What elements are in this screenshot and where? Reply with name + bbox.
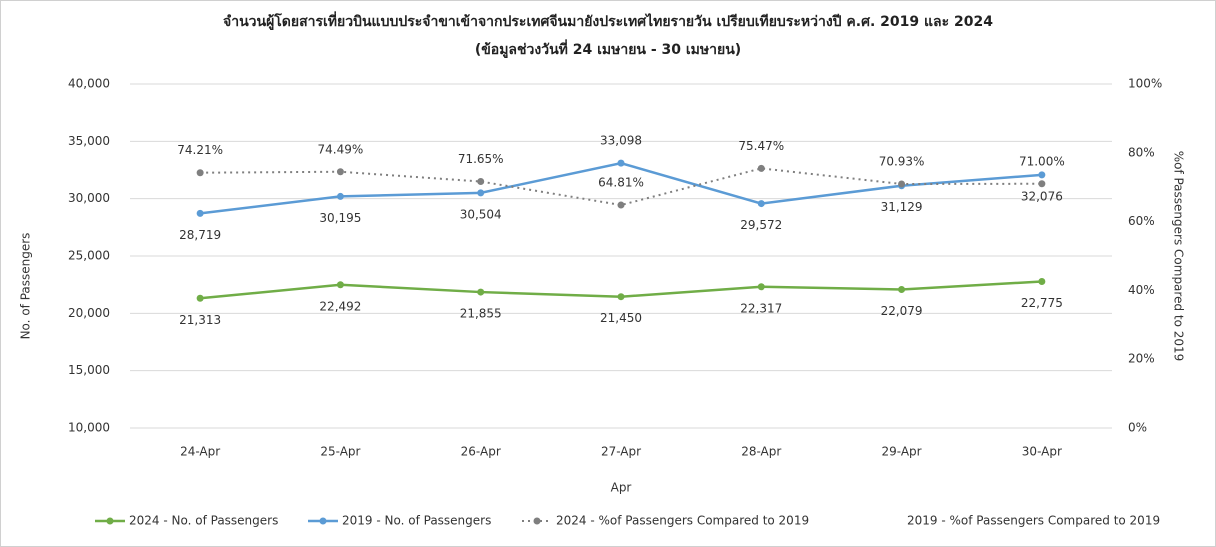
data-label: 21,855 bbox=[460, 307, 502, 321]
x-tick-label: 26-Apr bbox=[461, 445, 501, 459]
data-label: 22,775 bbox=[1021, 296, 1063, 310]
x-tick-label: 25-Apr bbox=[320, 445, 360, 459]
point-marker bbox=[1038, 278, 1046, 286]
point-marker bbox=[1038, 180, 1046, 188]
data-label: 75.47% bbox=[738, 139, 784, 153]
x-tick-label: 27-Apr bbox=[601, 445, 641, 459]
point-marker bbox=[196, 169, 204, 177]
data-label: 22,317 bbox=[740, 301, 782, 315]
point-marker bbox=[757, 283, 765, 291]
legend-label: 2024 - No. of Passengers bbox=[129, 514, 278, 528]
point-marker bbox=[477, 189, 485, 197]
point-marker bbox=[898, 285, 906, 293]
y-tick-label: 15,000 bbox=[68, 363, 110, 377]
y2-axis-label: %of Passengers Compared to 2019 bbox=[1172, 151, 1186, 362]
data-label: 64.81% bbox=[598, 176, 644, 190]
data-label: 29,572 bbox=[740, 218, 782, 232]
point-marker bbox=[196, 209, 204, 217]
chart-title: จำนวนผู้โดยสารเที่ยวบินแบบประจำขาเข้าจาก… bbox=[223, 11, 993, 30]
data-label: 22,492 bbox=[319, 299, 361, 313]
y-tick-label: 40,000 bbox=[68, 77, 110, 91]
chart-subtitle: (ข้อมูลช่วงวันที่ 24 เมษายน - 30 เมษายน) bbox=[475, 39, 741, 58]
y2-tick-label: 80% bbox=[1128, 145, 1155, 159]
legend-marker bbox=[319, 517, 327, 525]
data-label: 74.49% bbox=[318, 142, 364, 156]
point-marker bbox=[1038, 171, 1046, 179]
point-marker bbox=[757, 200, 765, 208]
legend-marker bbox=[106, 517, 114, 525]
point-marker bbox=[617, 159, 625, 167]
y-tick-label: 25,000 bbox=[68, 249, 110, 263]
point-marker bbox=[898, 180, 906, 188]
x-tick-label: 30-Apr bbox=[1022, 445, 1062, 459]
y-tick-label: 30,000 bbox=[68, 191, 110, 205]
y-axis-label: No. of Passengers bbox=[19, 233, 33, 340]
y2-tick-label: 60% bbox=[1128, 214, 1155, 228]
point-marker bbox=[336, 192, 344, 200]
data-label: 32,076 bbox=[1021, 189, 1063, 203]
point-marker bbox=[196, 294, 204, 302]
data-label: 71.00% bbox=[1019, 154, 1065, 168]
legend-label: 2019 - No. of Passengers bbox=[342, 514, 491, 528]
point-marker bbox=[617, 201, 625, 209]
y-tick-label: 20,000 bbox=[68, 306, 110, 320]
y-tick-label: 10,000 bbox=[68, 421, 110, 435]
point-marker bbox=[617, 293, 625, 301]
data-label: 71.65% bbox=[458, 152, 504, 166]
data-label: 31,129 bbox=[881, 200, 923, 214]
point-marker bbox=[477, 288, 485, 296]
data-label: 28,719 bbox=[179, 228, 221, 242]
x-axis-label: Apr bbox=[611, 481, 632, 495]
point-marker bbox=[757, 164, 765, 172]
data-label: 74.21% bbox=[177, 143, 223, 157]
data-label: 30,504 bbox=[460, 207, 502, 221]
data-label: 21,450 bbox=[600, 311, 642, 325]
data-label: 21,313 bbox=[179, 313, 221, 327]
point-marker bbox=[336, 168, 344, 176]
data-label: 22,079 bbox=[881, 304, 923, 318]
y2-tick-label: 20% bbox=[1128, 352, 1155, 366]
x-tick-label: 28-Apr bbox=[741, 445, 781, 459]
point-marker bbox=[336, 281, 344, 289]
x-tick-label: 24-Apr bbox=[180, 445, 220, 459]
point-marker bbox=[477, 178, 485, 186]
data-label: 33,098 bbox=[600, 134, 642, 148]
y2-tick-label: 0% bbox=[1128, 421, 1147, 435]
y2-tick-label: 100% bbox=[1128, 77, 1162, 91]
x-tick-label: 29-Apr bbox=[882, 445, 922, 459]
legend-label: 2024 - %of Passengers Compared to 2019 bbox=[556, 514, 809, 528]
legend-marker bbox=[533, 517, 541, 525]
y2-tick-label: 40% bbox=[1128, 283, 1155, 297]
data-label: 30,195 bbox=[319, 211, 361, 225]
y-tick-label: 35,000 bbox=[68, 134, 110, 148]
legend-label: 2019 - %of Passengers Compared to 2019 bbox=[907, 514, 1160, 528]
data-label: 70.93% bbox=[879, 155, 925, 169]
